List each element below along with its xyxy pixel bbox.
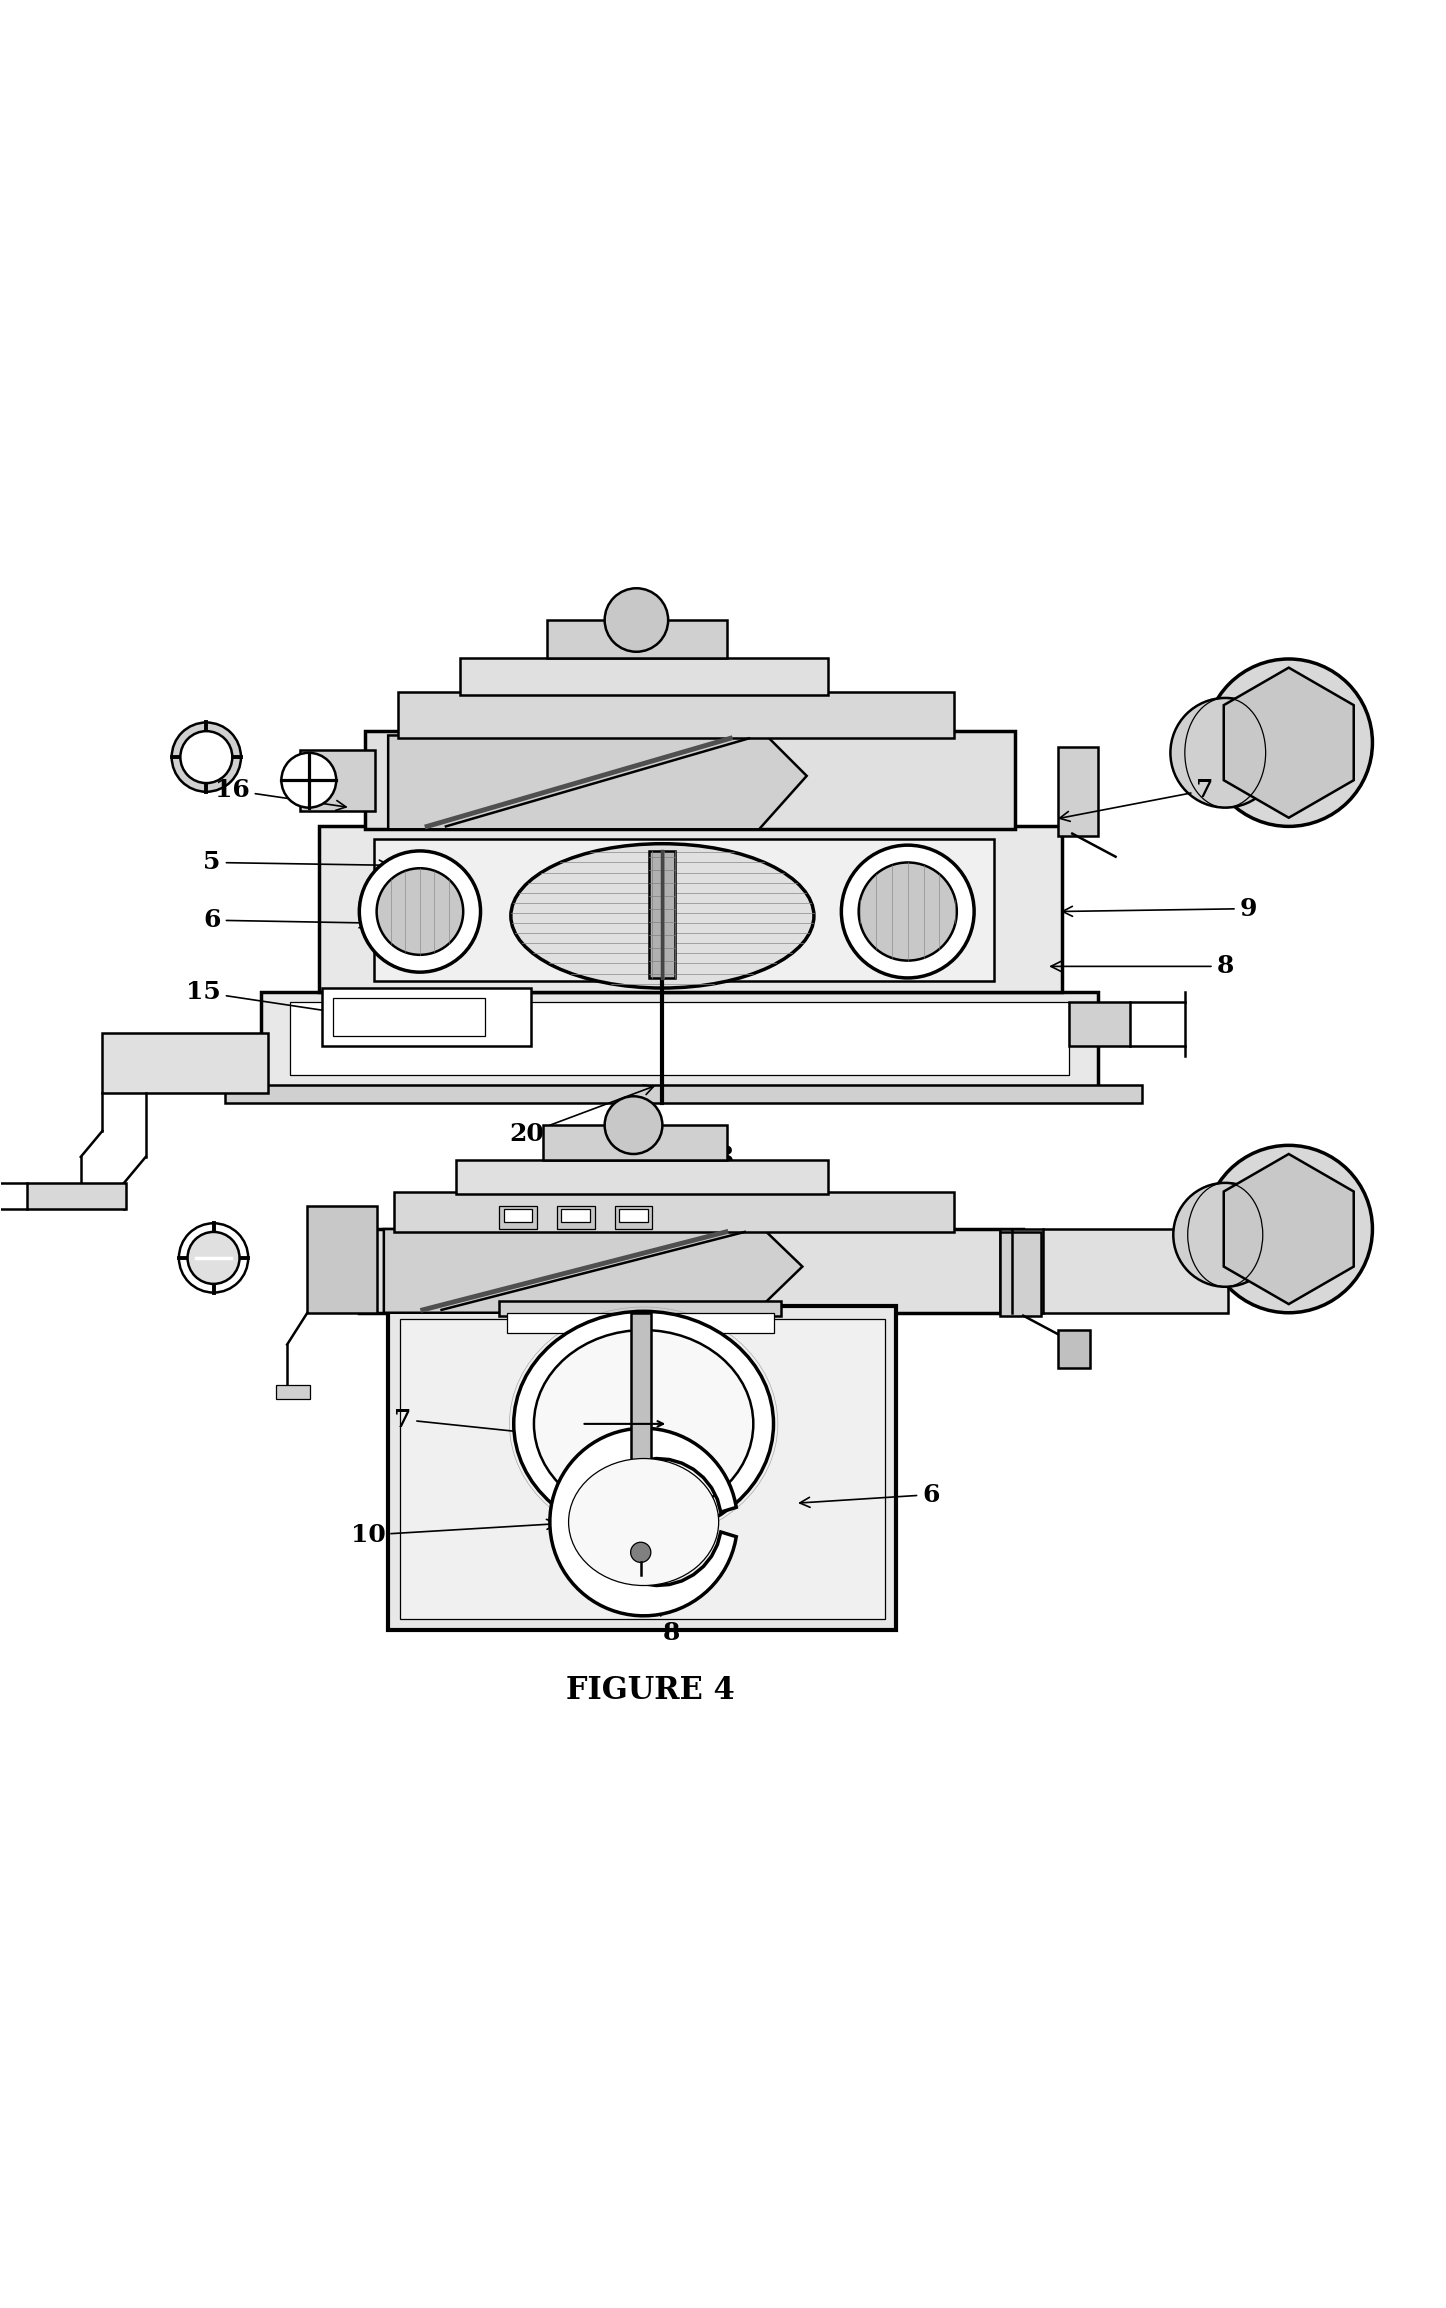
Bar <box>557 1207 594 1230</box>
Polygon shape <box>1223 1154 1353 1304</box>
Bar <box>388 1306 897 1629</box>
Circle shape <box>179 1223 249 1292</box>
Bar <box>393 1191 954 1232</box>
Bar <box>542 1124 727 1161</box>
Bar <box>1001 1232 1041 1316</box>
Circle shape <box>604 1096 662 1154</box>
Ellipse shape <box>568 1459 719 1586</box>
Text: 9: 9 <box>1063 896 1257 921</box>
Text: 20: 20 <box>509 1085 654 1145</box>
Bar <box>399 1318 885 1618</box>
Text: 5: 5 <box>204 849 389 875</box>
Bar <box>103 1032 269 1094</box>
Circle shape <box>859 863 957 960</box>
Text: 10: 10 <box>350 1519 557 1546</box>
Circle shape <box>842 845 975 979</box>
Bar <box>320 826 1063 992</box>
Circle shape <box>188 1232 240 1283</box>
Bar <box>547 621 727 658</box>
Text: 6: 6 <box>800 1482 940 1507</box>
Bar <box>398 692 954 739</box>
Text: 7: 7 <box>1060 778 1213 822</box>
Circle shape <box>630 1542 651 1563</box>
Circle shape <box>1170 697 1280 808</box>
Text: 6: 6 <box>204 907 369 932</box>
Ellipse shape <box>513 1311 774 1537</box>
Bar <box>460 658 829 695</box>
Bar <box>455 1161 829 1196</box>
Text: FIGURE 4: FIGURE 4 <box>567 1676 735 1706</box>
Polygon shape <box>383 1230 803 1313</box>
Bar <box>27 1184 126 1209</box>
Bar <box>308 1207 376 1313</box>
Ellipse shape <box>534 1329 753 1519</box>
Circle shape <box>376 868 463 956</box>
Text: 15: 15 <box>187 981 372 1020</box>
Text: 8: 8 <box>1051 956 1233 979</box>
Bar <box>334 997 484 1036</box>
Text: 16: 16 <box>215 778 346 810</box>
Bar <box>359 1230 1024 1313</box>
Bar <box>506 1313 774 1334</box>
Ellipse shape <box>510 845 814 988</box>
Bar <box>649 852 675 979</box>
Circle shape <box>282 752 337 808</box>
Polygon shape <box>549 1429 736 1616</box>
Bar <box>561 1209 590 1221</box>
Circle shape <box>1205 660 1372 826</box>
Circle shape <box>172 722 241 792</box>
Polygon shape <box>388 736 807 829</box>
Bar <box>615 1207 652 1230</box>
Bar <box>1070 1002 1129 1046</box>
Circle shape <box>1205 1145 1372 1313</box>
Circle shape <box>604 589 668 651</box>
Polygon shape <box>1223 667 1353 817</box>
Bar <box>276 1385 311 1399</box>
Bar <box>499 1207 536 1230</box>
Bar <box>301 750 375 810</box>
Bar <box>630 1313 651 1537</box>
Circle shape <box>359 852 480 972</box>
Bar <box>619 1209 648 1221</box>
Bar <box>1058 748 1099 835</box>
Bar <box>226 1085 1141 1103</box>
Bar <box>1058 1329 1090 1369</box>
Bar <box>291 1002 1070 1076</box>
Text: 7: 7 <box>393 1408 591 1442</box>
Bar <box>503 1209 532 1221</box>
Text: 8: 8 <box>646 1590 680 1646</box>
Bar <box>364 732 1015 829</box>
Bar <box>373 840 995 981</box>
Circle shape <box>181 732 233 782</box>
Circle shape <box>1173 1184 1277 1288</box>
Bar <box>322 988 531 1046</box>
Bar <box>262 992 1099 1094</box>
Bar <box>499 1302 781 1316</box>
Bar <box>1001 1230 1228 1313</box>
Text: FIGURE 3: FIGURE 3 <box>567 1145 735 1175</box>
